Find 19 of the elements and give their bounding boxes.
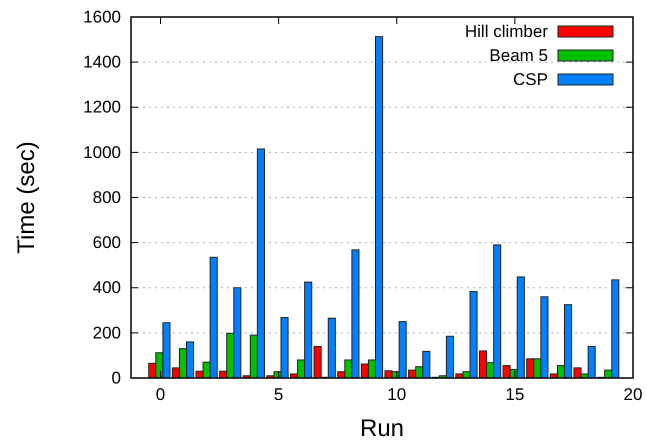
x-tick-label: 0 (156, 385, 166, 404)
y-axis-title: Time (sec) (13, 141, 40, 254)
legend-label: CSP (513, 70, 548, 89)
legend-label: Beam 5 (489, 46, 548, 65)
x-tick-label: 20 (624, 385, 642, 404)
y-tick-label: 800 (92, 188, 121, 207)
y-tick-label: 400 (92, 278, 121, 298)
y-tick-label: 0 (112, 368, 121, 388)
y-tick-label: 200 (92, 323, 121, 342)
y-tick-label: 600 (92, 233, 121, 252)
legend-label: Hill climber (464, 22, 548, 41)
x-tick-label: 5 (274, 385, 284, 404)
y-tick-label: 1600 (83, 7, 121, 26)
y-tick-label: 1400 (83, 52, 121, 72)
y-tick-label: 1200 (83, 98, 121, 117)
x-tick-label: 15 (505, 385, 524, 404)
x-tick-label: 10 (387, 385, 406, 404)
y-tick-label: 1000 (83, 142, 121, 162)
x-axis-title: Run (360, 415, 404, 442)
